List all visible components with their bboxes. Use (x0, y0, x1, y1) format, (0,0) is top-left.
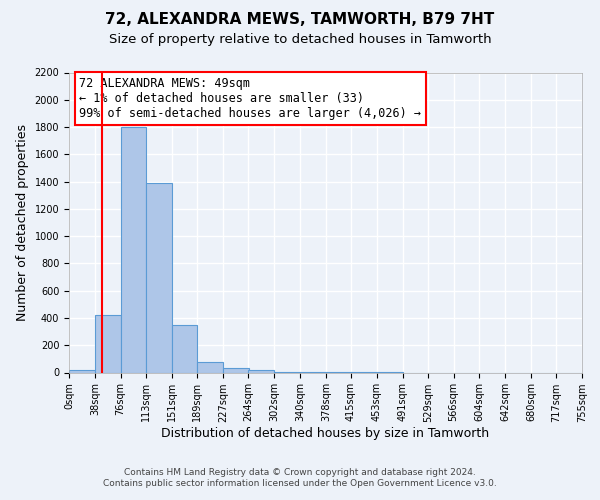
Text: 72 ALEXANDRA MEWS: 49sqm
← 1% of detached houses are smaller (33)
99% of semi-de: 72 ALEXANDRA MEWS: 49sqm ← 1% of detache… (79, 77, 421, 120)
Bar (172, 325, 197, 372)
Bar (95, 314, 121, 372)
Bar (146, 183, 172, 372)
Bar (248, 370, 274, 372)
X-axis label: Distribution of detached houses by size in Tamworth: Distribution of detached houses by size … (161, 428, 490, 440)
Text: 72, ALEXANDRA MEWS, TAMWORTH, B79 7HT: 72, ALEXANDRA MEWS, TAMWORTH, B79 7HT (106, 12, 494, 28)
Bar (197, 362, 223, 372)
Bar (121, 127, 146, 372)
Bar (223, 368, 249, 372)
Text: Size of property relative to detached houses in Tamworth: Size of property relative to detached ho… (109, 32, 491, 46)
Bar (69, 370, 95, 372)
Text: Contains HM Land Registry data © Crown copyright and database right 2024.
Contai: Contains HM Land Registry data © Crown c… (103, 468, 497, 487)
Y-axis label: Number of detached properties: Number of detached properties (16, 124, 29, 321)
